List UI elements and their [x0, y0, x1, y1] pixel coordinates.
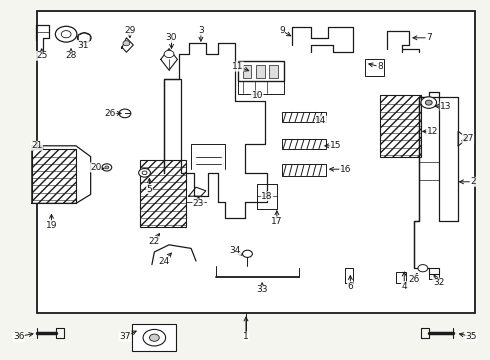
Text: 18: 18: [261, 192, 273, 201]
Text: 28: 28: [65, 51, 77, 60]
Circle shape: [105, 166, 109, 169]
Text: 17: 17: [271, 217, 283, 226]
Bar: [269, 65, 278, 78]
Text: 25: 25: [36, 51, 48, 60]
Circle shape: [142, 171, 147, 175]
Text: 11: 11: [232, 62, 244, 71]
Bar: [238, 61, 284, 81]
Text: 16: 16: [340, 165, 351, 174]
Text: 36: 36: [13, 332, 24, 341]
Bar: [140, 160, 186, 227]
Bar: [256, 65, 265, 78]
Text: 33: 33: [256, 285, 268, 294]
Text: 27: 27: [462, 134, 474, 143]
Text: 13: 13: [440, 102, 452, 111]
Bar: [132, 324, 176, 351]
Text: 23: 23: [193, 199, 204, 208]
Bar: [380, 95, 421, 157]
Text: 1: 1: [243, 332, 249, 341]
Text: 26: 26: [104, 109, 116, 118]
Text: 29: 29: [124, 26, 136, 35]
Circle shape: [164, 50, 174, 58]
Text: 9: 9: [279, 26, 285, 35]
Bar: [282, 139, 326, 149]
Text: 37: 37: [119, 332, 131, 341]
Text: 21: 21: [31, 141, 43, 150]
Bar: [37, 11, 475, 313]
Text: 3: 3: [198, 26, 204, 35]
Text: 20: 20: [90, 163, 101, 172]
Text: 8: 8: [377, 62, 383, 71]
Circle shape: [102, 164, 112, 171]
Circle shape: [143, 329, 166, 346]
Bar: [365, 59, 384, 76]
Bar: [238, 79, 284, 94]
Circle shape: [55, 26, 77, 42]
Text: 10: 10: [251, 91, 263, 100]
Text: 19: 19: [46, 220, 57, 230]
Text: 5: 5: [147, 184, 152, 194]
Circle shape: [243, 250, 252, 257]
Circle shape: [119, 109, 131, 118]
Text: 31: 31: [77, 40, 89, 49]
Text: 30: 30: [166, 33, 177, 42]
Bar: [32, 149, 76, 203]
Text: 12: 12: [426, 127, 438, 136]
Text: 35: 35: [466, 332, 477, 341]
Text: 32: 32: [433, 278, 444, 287]
Bar: [243, 65, 251, 78]
Circle shape: [425, 100, 432, 105]
Text: 6: 6: [347, 282, 353, 291]
Text: 14: 14: [315, 116, 327, 125]
Text: 34: 34: [229, 246, 241, 255]
Text: 26: 26: [408, 274, 420, 284]
Bar: [282, 112, 326, 122]
Circle shape: [149, 334, 159, 341]
Text: 15: 15: [330, 141, 342, 150]
Circle shape: [421, 97, 437, 108]
Text: 4: 4: [401, 282, 407, 291]
Text: 2: 2: [470, 177, 476, 186]
Circle shape: [77, 33, 91, 43]
Text: 24: 24: [159, 256, 170, 265]
Circle shape: [61, 31, 71, 38]
Bar: [282, 164, 326, 176]
Circle shape: [123, 41, 130, 46]
Text: 22: 22: [149, 237, 160, 246]
Text: 7: 7: [426, 33, 432, 42]
Circle shape: [418, 265, 428, 272]
Circle shape: [139, 168, 150, 177]
